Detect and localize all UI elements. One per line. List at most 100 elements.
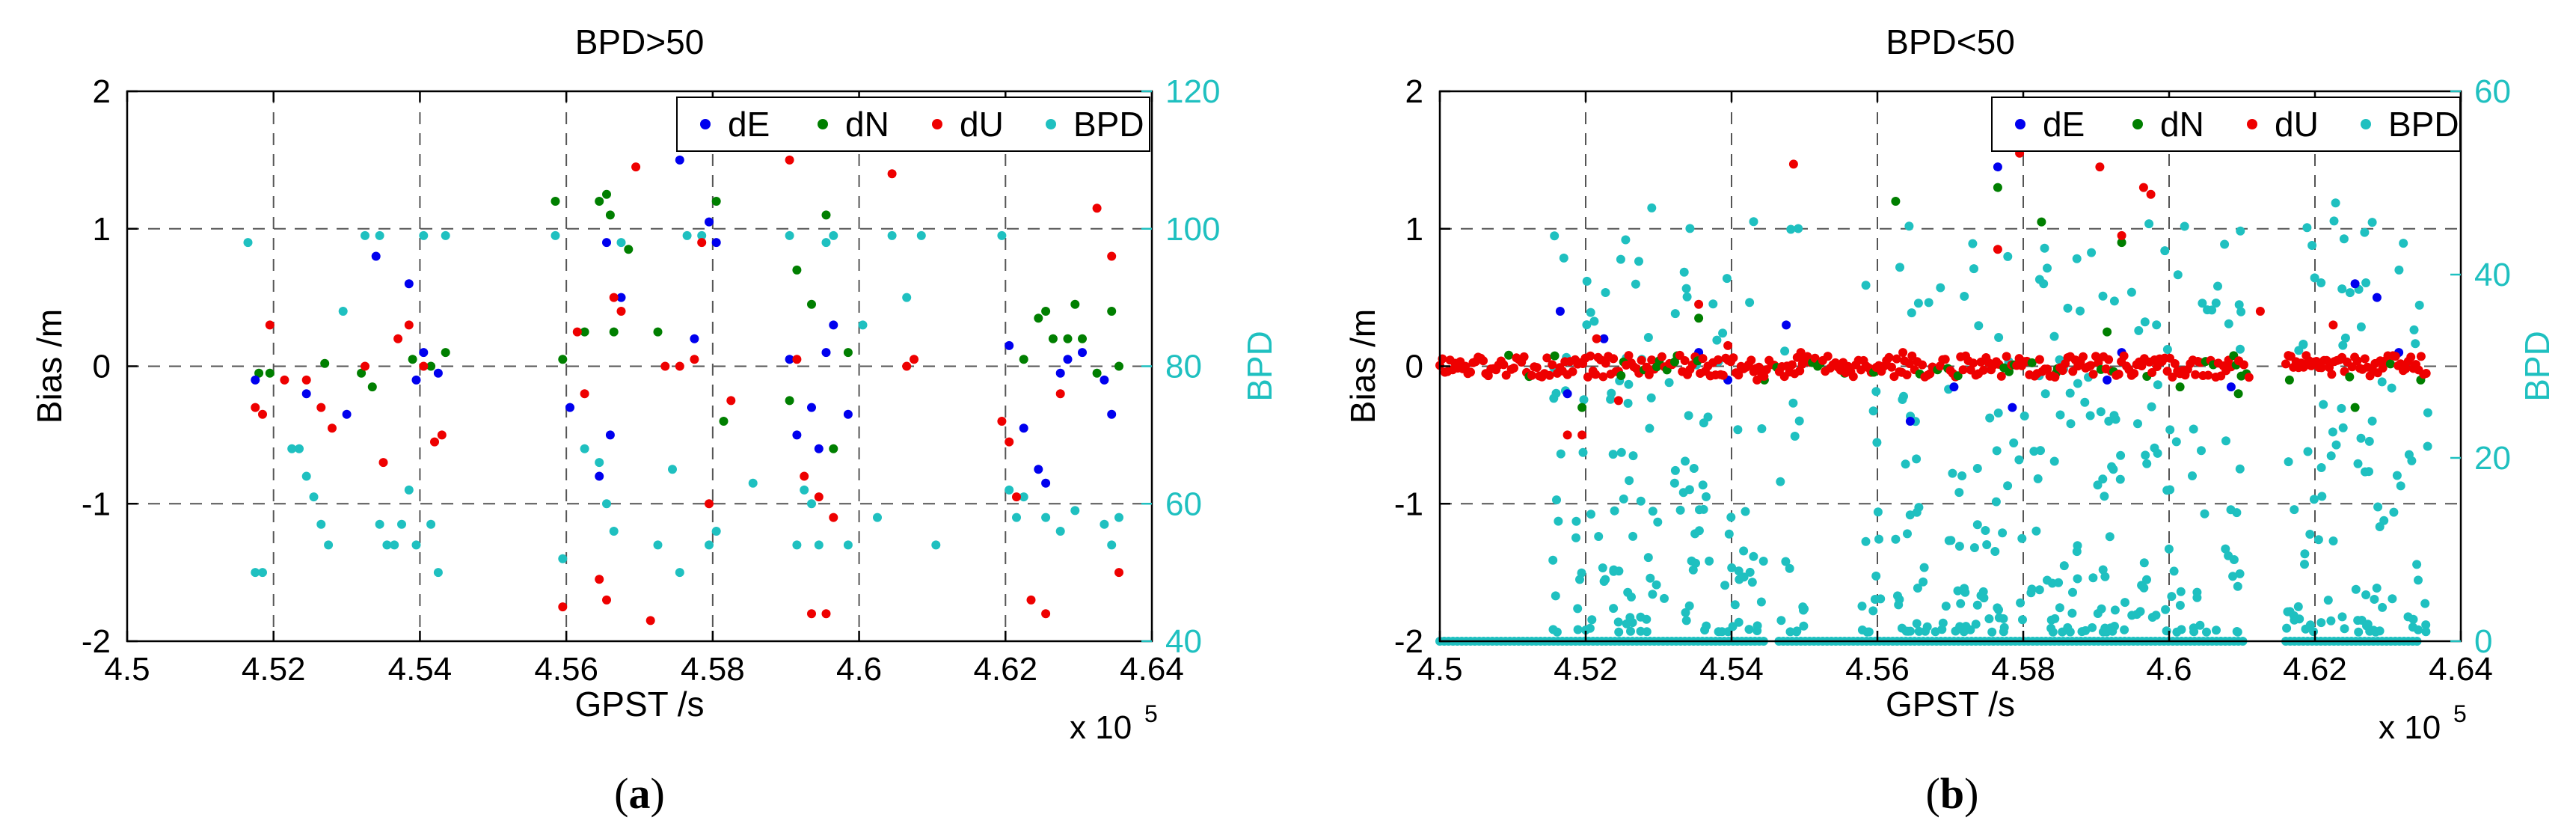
bpd-point (375, 519, 384, 529)
du-point (2391, 352, 2400, 361)
bpd-point (1912, 619, 1922, 628)
dn-point (408, 355, 417, 364)
bpd-point (1100, 519, 1109, 529)
du-point (609, 293, 619, 302)
de-point (1063, 355, 1073, 364)
bpd-point (1559, 253, 1568, 263)
du-point (1788, 159, 1798, 169)
du-point (1586, 351, 1595, 361)
bpd-point (1679, 267, 1689, 277)
de-point (1563, 389, 1572, 399)
bpd-point (2175, 601, 2185, 610)
bpd-point (2152, 320, 2162, 330)
bpd-point (1608, 450, 1618, 459)
bpd-point (2387, 383, 2396, 393)
bpd-point (2169, 566, 2179, 576)
du-point (2406, 352, 2416, 362)
dn-point (785, 396, 794, 406)
dn-point (265, 368, 275, 378)
bpd-point (1776, 616, 1786, 626)
bpd-point (2167, 592, 2177, 602)
bpd-point (1702, 492, 1711, 501)
du-point (2088, 370, 2098, 379)
du-point (1624, 351, 1634, 361)
bpd-point (2137, 581, 2147, 590)
bpd-point (1984, 614, 1994, 623)
bpd-point (361, 230, 369, 240)
bpd-point (2165, 425, 2175, 435)
du-point (1466, 367, 1475, 377)
bpd-point (2109, 465, 2118, 474)
du-point (2147, 368, 2157, 377)
bpd-point (2326, 616, 2336, 626)
du-point (2170, 359, 2180, 368)
bpd-point (2180, 221, 2189, 231)
bpd-point (2235, 464, 2245, 474)
bpd-point (1912, 454, 1922, 464)
bpd-point (2309, 627, 2318, 637)
bpd-point (1556, 449, 1565, 459)
dn-point (653, 327, 663, 337)
legend: dE dN dU BPD (676, 97, 1150, 152)
bpd-point (2337, 403, 2346, 413)
bpd-point (1874, 534, 1883, 544)
bpd-point (1598, 563, 1607, 572)
bpd-point (668, 465, 677, 474)
de-point (1055, 368, 1065, 378)
du-point (316, 403, 326, 412)
x-multiplier-label: x 10 (1070, 709, 1132, 746)
du-point (1918, 360, 1927, 370)
bpd-point (2394, 265, 2404, 275)
du-point (2345, 372, 2355, 382)
bpd-point (675, 568, 684, 578)
bpd-point (2313, 535, 2323, 545)
bpd-point (1904, 221, 1914, 231)
bpd-point (243, 238, 253, 248)
bpd-point (1972, 600, 1982, 610)
points-layer (1435, 148, 2432, 646)
bpd-point (2404, 450, 2414, 459)
du-point (1005, 437, 1014, 447)
bpd-point (2373, 502, 2383, 512)
bpd-point (711, 527, 721, 536)
dn-point (254, 368, 264, 378)
bpd-point (887, 230, 897, 240)
du-point (1012, 492, 1021, 502)
dn-point (357, 368, 367, 378)
bpd-point (1573, 625, 1583, 634)
dn-point (2103, 327, 2112, 337)
bpd-point (2147, 402, 2156, 412)
bpd-point (682, 230, 692, 240)
bpd-point (1582, 320, 1592, 330)
bpd-point (2171, 437, 2181, 447)
y-tick-label-right: 120 (1165, 73, 1220, 110)
bpd-point (616, 238, 626, 248)
bpd-point (800, 485, 809, 495)
du-point (404, 320, 414, 330)
de-point (711, 238, 721, 248)
bpd-point (2085, 411, 2095, 420)
bpd-point (653, 540, 663, 550)
du-point (697, 238, 707, 248)
bpd-point (2153, 380, 2162, 390)
bpd-point (2354, 627, 2364, 637)
bpd-point (2200, 509, 2209, 519)
dn-point (807, 299, 816, 309)
de-point (602, 238, 611, 248)
bpd-point (1790, 432, 1800, 441)
bpd-point (1712, 335, 1722, 345)
bpd-point (1726, 513, 1736, 522)
bpd-point (1684, 485, 1694, 495)
dn-point (595, 197, 604, 206)
bpd-point (1724, 529, 1734, 539)
bpd-point (1624, 379, 1634, 389)
bpd-point (2087, 248, 2097, 257)
bpd-point (324, 540, 334, 550)
bpd-point (2403, 612, 2413, 622)
bpd-point (1669, 478, 1679, 488)
bpd-point (1636, 496, 1646, 506)
bpd-point (1548, 555, 1558, 565)
bpd-point (2161, 605, 2171, 614)
y-axis-label-left: Bias /m (1343, 309, 1382, 423)
bpd-point (1907, 308, 1916, 318)
